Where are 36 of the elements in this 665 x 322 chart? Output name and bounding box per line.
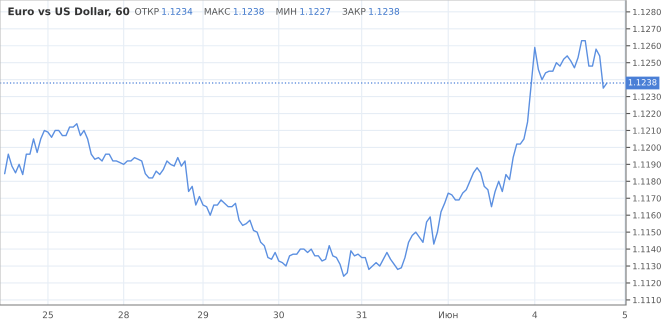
line-series [4, 40, 608, 277]
y-tick-label: 1.1110 [633, 296, 661, 304]
x-tick-label: 5 [622, 312, 627, 318]
y-tick-label: 1.1150 [633, 229, 661, 236]
y-tick-label: 1.1220 [633, 110, 661, 117]
ref-line-label: 1.1238 [628, 79, 656, 86]
x-tick-label: 31 [356, 311, 367, 318]
annotation: ОТКР [135, 8, 159, 15]
y-tick-label: 1.1280 [633, 8, 661, 16]
y-tick-label: 1.1230 [633, 94, 661, 100]
x-tick-label: 28 [118, 311, 129, 318]
y-tick-label: 1.1210 [633, 127, 661, 134]
y-tick-label: 1.1160 [633, 212, 661, 218]
annotation: 1.1227 [300, 8, 330, 15]
y-tick-label: 1.1200 [633, 144, 661, 151]
y-tick-label: 1.1180 [633, 178, 661, 185]
y-tick-label: 1.1270 [633, 26, 661, 32]
text: Euro vs US Dollar, 60 [8, 7, 130, 17]
x-tick-label: 25 [42, 311, 53, 318]
y-tick-label: 1.1170 [633, 195, 661, 202]
annotation: 1.1234 [162, 8, 192, 15]
x-tick-label: 29 [198, 311, 208, 318]
annotation: МАКС [204, 8, 230, 15]
annotation: МИН [276, 8, 296, 15]
y-tick-label: 1.1130 [633, 263, 661, 270]
x-tick-label: 30 [274, 311, 284, 318]
y-tick-label: 1.1250 [633, 60, 661, 66]
annotation: ЗАКР [342, 8, 366, 15]
x-tick-label: 4 [532, 312, 538, 318]
y-tick-label: 1.1120 [633, 280, 661, 286]
x-tick-label: Июн [438, 312, 458, 318]
y-tick-label: 1.1260 [633, 42, 661, 50]
annotation: 1.1238 [234, 8, 264, 15]
annotation: 1.1238 [369, 8, 400, 15]
y-tick-label: 1.1140 [633, 246, 661, 252]
y-tick-label: 1.1190 [633, 161, 661, 168]
